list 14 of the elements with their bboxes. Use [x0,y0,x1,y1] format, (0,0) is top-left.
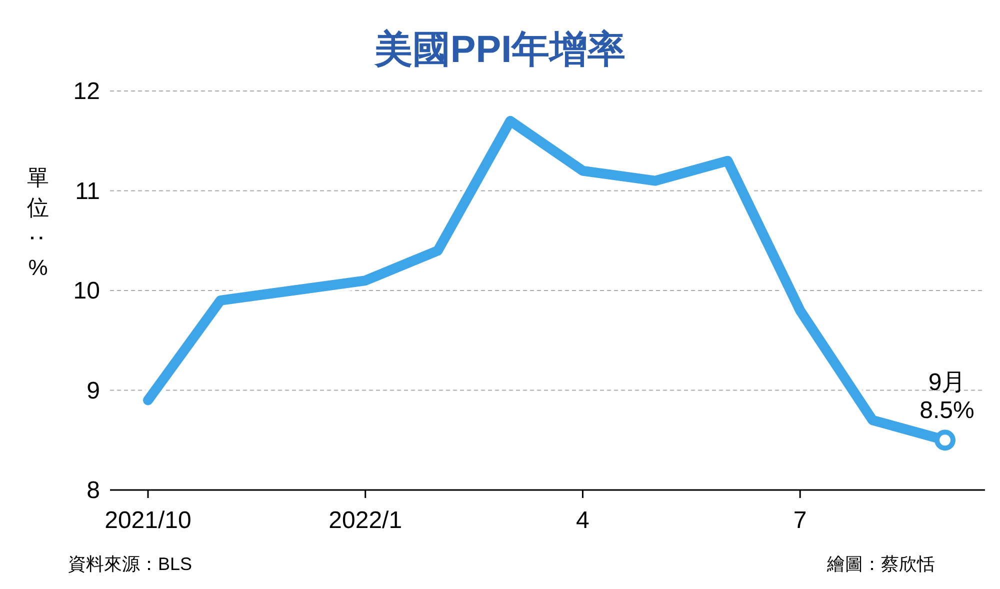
text: 繪圖：蔡欣恬 [826,554,935,574]
x-tick-label: 4 [576,507,590,534]
y-tick-label: 9 [86,377,100,404]
chart-title: 美國PPI年增率 [373,28,626,71]
x-tick-label: 2022/1 [328,507,402,534]
y-tick-label: 10 [73,278,100,304]
x-tick-label: 2021/10 [104,507,192,534]
x-tick-label: 7 [793,507,807,534]
source-note: 資料來源：BLS [68,554,192,574]
y-tick-label: 12 [73,78,100,105]
y-tick-label: 8 [86,477,100,504]
annotation: 9月 8.5% [920,369,974,424]
y-tick-label: 11 [75,178,100,205]
y-axis-title: 單位：% [26,165,51,280]
